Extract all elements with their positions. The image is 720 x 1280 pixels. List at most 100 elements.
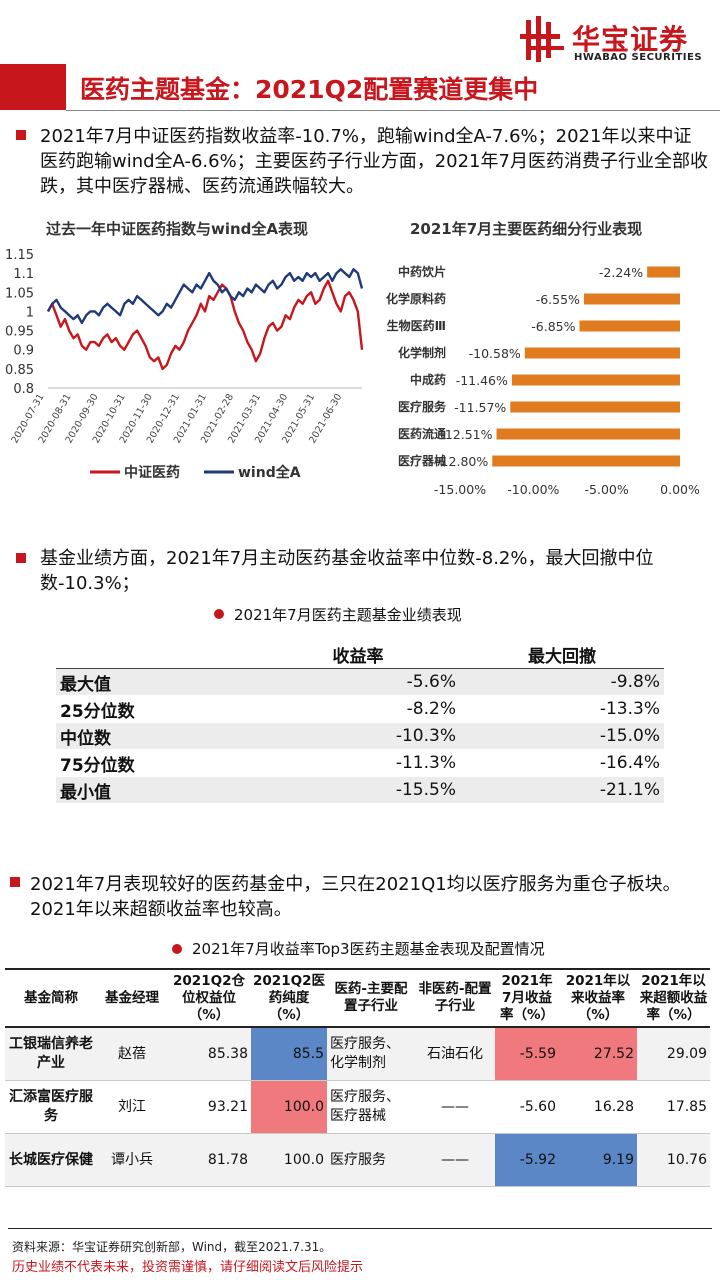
category-label: 中成药 [410,372,446,387]
bullet-dot-icon [172,944,182,954]
table-row: 汇添富医疗服务 刘江 93.21 100.0 医疗服务、医疗器械 —— -5.6… [5,1080,710,1134]
perf-table: 收益率 最大回撤 最大值 -5.6% -9.8% 25分位数 -8.2% -13… [56,640,664,804]
section3-paragraph: 2021年7月表现较好的医药基金中，三只在2021Q1均以医疗服务为重仓子板块。… [30,874,681,920]
fund-manager: 赵蓓 [97,1027,167,1081]
pharma-sector: 医疗服务、医疗器械 [327,1080,415,1134]
position-value: 85.38 [167,1027,251,1081]
july-return: -5.92 [495,1133,559,1187]
series-line-wind-all-a [46,268,364,325]
x-tick-label: -15.00% [434,482,486,497]
row-label: 最大值 [56,668,256,696]
bullet-square-icon [16,130,26,140]
row-label: 75分位数 [56,749,256,777]
table-row: 中位数 -10.3% -15.0% [56,722,664,750]
bar-1 [583,293,680,305]
section2-paragraph: 基金业绩方面，2021年7月主动医药基金收益率中位数-8.2%，最大回撤中位数-… [40,548,654,594]
header-july-return: 2021年7月收益率（%） [495,968,559,1028]
bar-4 [511,374,680,386]
bar-value-label: -11.57% [454,400,506,415]
excess-return: 10.76 [637,1133,710,1187]
header-position: 2021Q2仓位权益位（%） [167,968,251,1028]
bar-6 [496,428,680,440]
table-row: 长城医疗保健 谭小兵 81.78 100.0 医疗服务 —— -5.92 9.1… [5,1133,710,1187]
drawdown-value: -16.4% [460,749,664,777]
fund-name: 长城医疗保健 [5,1133,97,1187]
position-value: 93.21 [167,1080,251,1134]
header-nonpharma-sector: 非医药-配置子行业 [415,968,495,1028]
table-row: 工银瑞信养老产业 赵蓓 85.38 85.5 医疗服务、化学制剂 石油石化 -5… [5,1027,710,1081]
bullet-dot-icon [214,609,224,619]
line-chart-title: 过去一年中证医药指数与wind全A表现 [46,220,309,238]
legend-label: 中证医药 [124,464,180,481]
y-tick-label: 0.9 [13,344,34,359]
ytd-return: 16.28 [559,1080,637,1134]
footer-source: 资料来源：华宝证券研究创新部，Wind，截至2021.7.31。 [12,1240,332,1254]
category-label: 医疗器械 [398,453,446,468]
series-line-csi-pharma [46,279,364,371]
nonpharma-sector: —— [415,1133,495,1187]
table-row: 最小值 -15.5% -21.1% [56,776,664,804]
footer-divider [8,1228,712,1229]
y-tick-label: 0.85 [5,363,34,378]
perf-table-header: 收益率 最大回撤 [56,640,664,669]
drawdown-value: -21.1% [460,776,664,804]
drawdown-value: -9.8% [460,668,664,696]
title-divider [66,110,720,111]
bullet-square-icon [16,553,26,563]
y-tick-label: 0.95 [5,325,34,340]
legend-label: wind全A [238,464,301,481]
category-label: 化学制剂 [398,345,446,360]
purity-value: 100.0 [251,1080,327,1134]
bar-value-label: -6.55% [536,292,580,307]
header-excess-return: 2021年以来超额收益率（%） [637,968,710,1028]
july-return: -5.60 [495,1080,559,1134]
nonpharma-sector: —— [415,1080,495,1134]
table-row: 75分位数 -11.3% -16.4% [56,749,664,777]
ytd-return: 9.19 [559,1133,637,1187]
x-tick-label: -10.00% [507,482,559,497]
category-label: 中药饮片 [398,264,446,279]
header-fund-name: 基金简称 [5,968,97,1028]
logo-english-name: HWABAO SECURITIES [574,52,703,63]
fund-manager: 谭小兵 [97,1133,167,1187]
perf-header-blank [56,640,256,669]
category-label: 化学原料药 [386,291,446,306]
bar-value-label: -2.24% [599,265,643,280]
row-label: 25分位数 [56,695,256,723]
bar-value-label: -6.85% [531,319,575,334]
row-label: 最小值 [56,776,256,804]
bar-value-label: -10.58% [469,346,521,361]
bar-value-label: -12.51% [440,427,492,442]
bar-value-label: -11.46% [456,373,508,388]
excess-return: 29.09 [637,1027,710,1081]
bar-0 [647,266,680,278]
category-label: 医疗服务 [398,399,447,414]
drawdown-value: -15.0% [460,722,664,750]
bar-3 [524,347,680,359]
bar-5 [510,401,680,413]
perf-header-drawdown: 最大回撤 [460,640,664,669]
perf-header-return: 收益率 [256,640,460,669]
y-tick-label: 1.1 [13,267,34,282]
pharma-sector: 医疗服务、化学制剂 [327,1027,415,1081]
fund-table: 基金简称 基金经理 2021Q2仓位权益位（%） 2021Q2医药纯度（%） 医… [5,968,710,1187]
bar-value-label: -12.80% [436,454,488,469]
bar-7 [492,455,680,467]
bar-chart-title: 2021年7月主要医药细分行业表现 [410,220,643,238]
fund-name: 工银瑞信养老产业 [5,1027,97,1081]
header-manager: 基金经理 [97,968,167,1028]
header-ytd-return: 2021年以来收益率（%） [559,968,637,1028]
drawdown-value: -13.3% [460,695,664,723]
x-tick-label: 0.00% [660,482,700,497]
purity-value: 85.5 [251,1027,327,1081]
excess-return: 17.85 [637,1080,710,1134]
company-logo: 华宝证券 HWABAO SECURITIES [520,14,710,66]
section1-paragraph: 2021年7月中证医药指数收益率-10.7%，跑输wind全A-7.6%；202… [40,126,708,197]
y-tick-label: 1 [26,305,34,320]
fund-manager: 刘江 [97,1080,167,1134]
bullet-square-icon [10,877,20,887]
logo-chinese-name: 华宝证券 [572,23,689,56]
category-label: 生物医药Ⅲ [387,318,446,333]
ytd-return: 27.52 [559,1027,637,1081]
pharma-sector: 医疗服务 [327,1133,415,1187]
